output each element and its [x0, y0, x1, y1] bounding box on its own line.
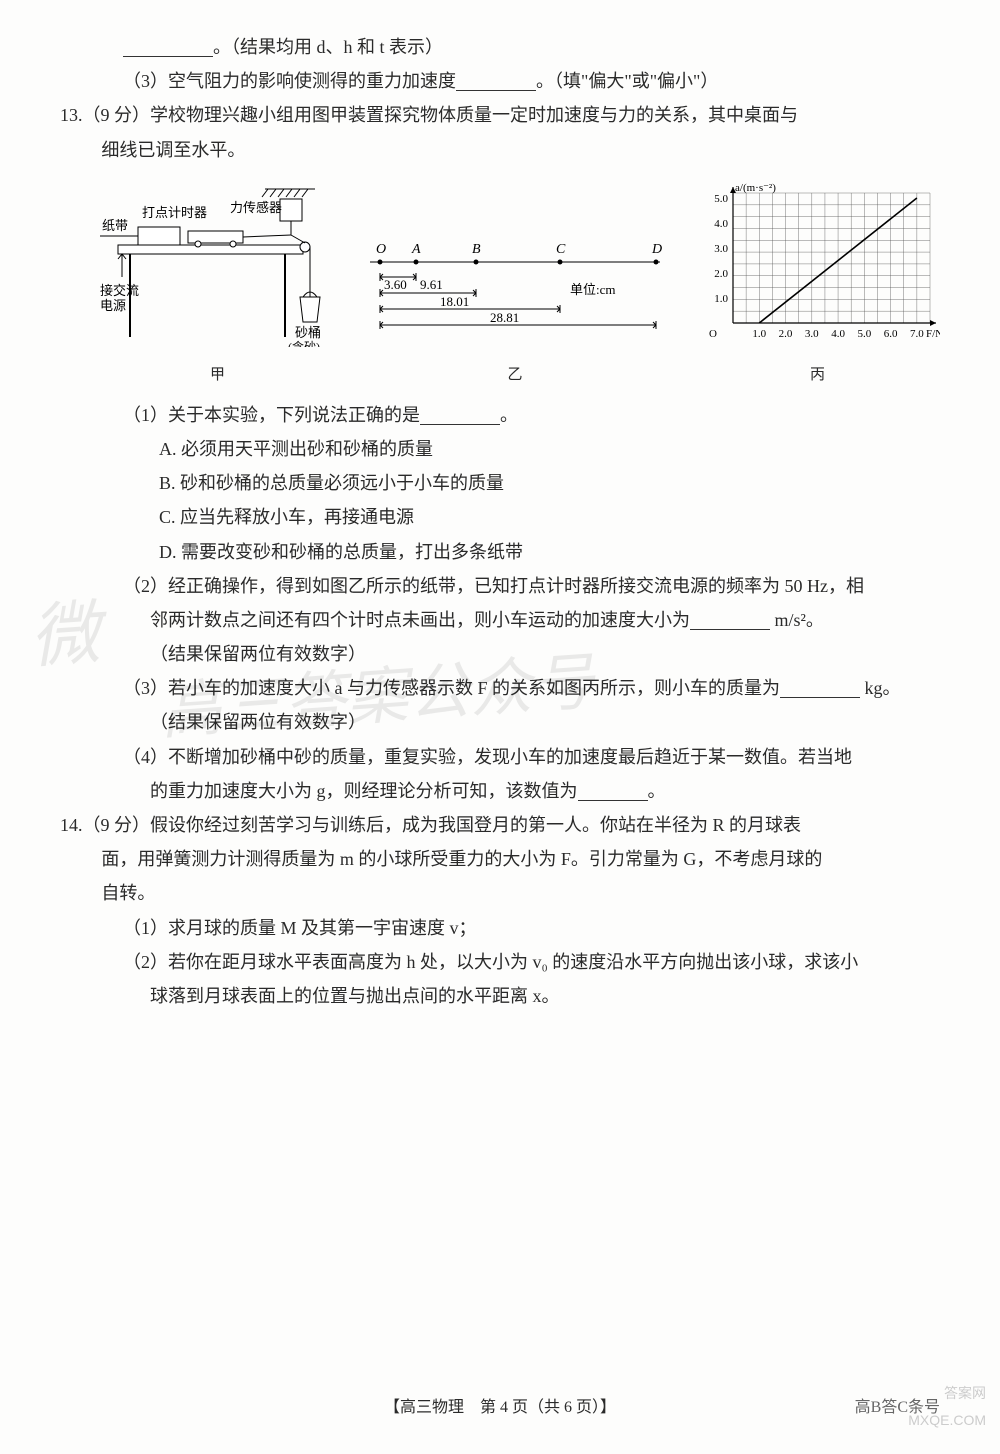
svg-text:5.0: 5.0	[714, 193, 728, 205]
svg-text:4.0: 4.0	[831, 328, 845, 340]
q14-stem3: 自转。	[60, 876, 940, 910]
q14-score: （9 分）	[83, 815, 151, 835]
q14-p2a: （2）若你在距月球水平表面高度为 h 处，以大小为 v₀ 的速度沿水平方向抛出该…	[60, 945, 940, 979]
d2: 9.61	[420, 277, 443, 292]
fig-bing: 1.0 2.0 3.0 4.0 5.0 6.0 7.0 1.0 2.0 3.0 4.0 5.0 Oa/(…	[695, 177, 940, 390]
d4: 28.81	[490, 310, 519, 325]
q13-p3b: （结果保留两位有效数字）	[60, 705, 940, 739]
blank	[456, 71, 536, 91]
q14-p1: （1）求月球的质量 M 及其第一宇宙速度 v；	[60, 911, 940, 945]
text: kg。	[860, 678, 901, 698]
page-footer: 【高三物理 第 4 页（共 6 页）】 高B答C条号	[60, 1393, 940, 1423]
blank	[420, 405, 500, 425]
footer-center: 【高三物理 第 4 页（共 6 页）】	[384, 1399, 616, 1416]
q13-stem-line1: 13.（9 分）学校物理兴趣小组用图甲装置探究物体质量一定时加速度与力的关系，其…	[60, 98, 940, 132]
text: 。	[648, 781, 666, 801]
q13-stem-line2: 细线已调至水平。	[60, 133, 940, 167]
d3: 18.01	[440, 294, 469, 309]
text: （3）空气阻力的影响使测得的重力加速度	[123, 71, 456, 91]
svg-text:1.0: 1.0	[714, 293, 728, 305]
blank	[123, 37, 213, 57]
fig-jia-caption: 甲	[100, 361, 335, 390]
chart-svg: 1.0 2.0 3.0 4.0 5.0 6.0 7.0 1.0 2.0 3.0 4.0 5.0 Oa/(…	[695, 177, 940, 347]
q13-p4b: 的重力加速度大小为 g，则经理论分析可知，该数值为 。	[60, 774, 940, 808]
q13-number: 13.	[60, 105, 83, 125]
tape-svg: O A B C D 3.60 9.61 18.01 28.81 单位:cm	[360, 237, 670, 347]
svg-text:6.0: 6.0	[884, 328, 898, 340]
q13-figure-row: 纸带 打点计时器 力传感器 接交流 电源 砂桶 (含砂) 甲 O A B C D	[100, 177, 940, 390]
q13-optD: D. 需要改变砂和砂桶的总质量，打出多条纸带	[60, 535, 940, 569]
svg-text:3.0: 3.0	[714, 243, 728, 255]
label-bucket2: (含砂)	[288, 339, 320, 347]
svg-text:O: O	[709, 328, 717, 340]
text: 邻两计数点之间还有四个计时点未画出，则小车运动的加速度大小为	[150, 610, 690, 630]
blank	[690, 610, 770, 630]
svg-text:F/N: F/N	[926, 328, 940, 340]
unit: 单位:cm	[570, 282, 616, 297]
q13-optA: A. 必须用天平测出砂和砂桶的质量	[60, 432, 940, 466]
svg-text:O: O	[376, 242, 386, 257]
text: （1）关于本实验，下列说法正确的是	[123, 405, 420, 425]
label-ac1: 接交流	[100, 283, 139, 298]
q13-p2a: （2）经正确操作，得到如图乙所示的纸带，已知打点计时器所接交流电源的频率为 50…	[60, 569, 940, 603]
q13-score: （9 分）	[83, 105, 151, 125]
q13-p1: （1）关于本实验，下列说法正确的是 。	[60, 398, 940, 432]
q14-stem1: 14.（9 分）假设你经过刻苦学习与训练后，成为我国登月的第一人。你站在半径为 …	[60, 808, 940, 842]
blank	[780, 678, 860, 698]
text: 假设你经过刻苦学习与训练后，成为我国登月的第一人。你站在半径为 R 的月球表	[150, 815, 801, 835]
apparatus-svg: 纸带 打点计时器 力传感器 接交流 电源 砂桶 (含砂)	[100, 187, 335, 347]
label-ac2: 电源	[100, 298, 126, 313]
q13-p3: （3）若小车的加速度大小 a 与力传感器示数 F 的关系如图丙所示，则小车的质量…	[60, 671, 940, 705]
text: 学校物理兴趣小组用图甲装置探究物体质量一定时加速度与力的关系，其中桌面与	[150, 105, 798, 125]
svg-text:C: C	[556, 242, 566, 257]
svg-text:4.0: 4.0	[714, 218, 728, 230]
text: 。	[500, 405, 518, 425]
q12-part3: （3）空气阻力的影响使测得的重力加速度 。（填"偏大"或"偏小"）	[60, 64, 940, 98]
label-bucket1: 砂桶	[295, 325, 321, 340]
svg-text:2.0: 2.0	[714, 268, 728, 280]
q12-blank-line: 。（结果均用 d、h 和 t 表示）	[60, 30, 940, 64]
text: 。（填"偏大"或"偏小"）	[536, 71, 718, 91]
svg-text:7.0: 7.0	[910, 328, 924, 340]
corner-watermark: 答案网 MXQE.COM	[908, 1380, 986, 1433]
q13-p2b: 邻两计数点之间还有四个计时点未画出，则小车运动的加速度大小为 m/s²。	[60, 603, 940, 637]
q13-p2c: （结果保留两位有效数字）	[60, 637, 940, 671]
label-timer: 打点计时器	[142, 205, 207, 220]
q14-stem2: 面，用弹簧测力计测得质量为 m 的小球所受重力的大小为 F。引力常量为 G，不考…	[60, 842, 940, 876]
svg-text:1.0: 1.0	[752, 328, 766, 340]
svg-text:2.0: 2.0	[779, 328, 793, 340]
fig-bing-caption: 丙	[695, 361, 940, 390]
svg-text:B: B	[472, 242, 481, 257]
svg-text:a/(m·s⁻²): a/(m·s⁻²)	[735, 182, 776, 194]
svg-text:5.0: 5.0	[857, 328, 871, 340]
text: 。（结果均用 d、h 和 t 表示）	[213, 37, 443, 57]
svg-text:A: A	[411, 242, 421, 257]
fig-yi: O A B C D 3.60 9.61 18.01 28.81 单位:cm 乙	[360, 237, 670, 390]
text: m/s²。	[770, 610, 824, 630]
fig-yi-caption: 乙	[360, 361, 670, 390]
q13-p4a: （4）不断增加砂桶中砂的质量，重复实验，发现小车的加速度最后趋近于某一数值。若当…	[60, 740, 940, 774]
text: （3）若小车的加速度大小 a 与力传感器示数 F 的关系如图丙所示，则小车的质量…	[123, 678, 780, 698]
text: 细线已调至水平。	[101, 140, 245, 160]
d1: 3.60	[384, 277, 407, 292]
blank	[578, 781, 648, 801]
label-sensor: 力传感器	[230, 200, 282, 215]
label-tape: 纸带	[102, 218, 128, 233]
q13-optB: B. 砂和砂桶的总质量必须远小于小车的质量	[60, 466, 940, 500]
svg-text:D: D	[651, 242, 662, 257]
q13-optC: C. 应当先释放小车，再接通电源	[60, 500, 940, 534]
text: 的重力加速度大小为 g，则经理论分析可知，该数值为	[150, 781, 578, 801]
fig-jia: 纸带 打点计时器 力传感器 接交流 电源 砂桶 (含砂) 甲	[100, 187, 335, 390]
q14-p2b: 球落到月球表面上的位置与抛出点间的水平距离 x。	[60, 979, 940, 1013]
q14-number: 14.	[60, 815, 83, 835]
svg-text:3.0: 3.0	[805, 328, 819, 340]
